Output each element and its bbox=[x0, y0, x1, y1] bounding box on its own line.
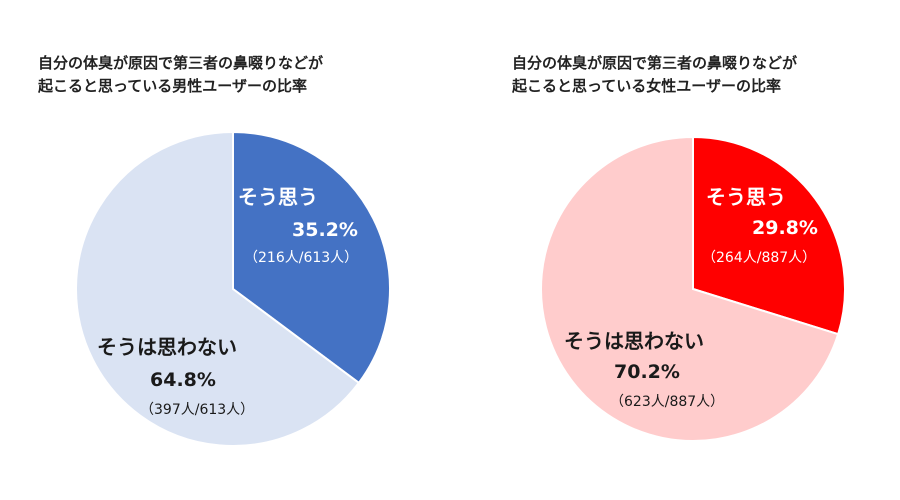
male-slice-1-cnt-label: （397人/613人） bbox=[140, 402, 254, 418]
male-slice-1 bbox=[75, 130, 361, 447]
female-pie-chart: 自分の体臭が原因で第三者の鼻啜りなどが 起こると思っている女性ユーザーの比率 そ… bbox=[450, 0, 900, 500]
female-slice-1 bbox=[540, 135, 840, 442]
male-slice-1-name-label: そうは思わない bbox=[97, 335, 237, 359]
male-pie-chart: 自分の体臭が原因で第三者の鼻啜りなどが 起こると思っている男性ユーザーの比率 そ… bbox=[38, 52, 391, 447]
male-slice-0-name-label: そう思う bbox=[238, 185, 318, 209]
male-slice-0-cnt-label: （216人/613人） bbox=[244, 250, 358, 266]
female-chart-title: 自分の体臭が原因で第三者の鼻啜りなどが 起こると思っている女性ユーザーの比率 bbox=[512, 52, 797, 98]
female-pie-svg: そう思う 29.8% （264人/887人） そうは思わない 70.2% （623人/88… bbox=[540, 135, 846, 442]
female-chart-title-line-2: 起こると思っている女性ユーザーの比率 bbox=[512, 77, 781, 95]
male-slice-1-pct-label: 64.8% bbox=[150, 369, 216, 391]
female-slice-1-pct-label: 70.2% bbox=[614, 361, 680, 383]
female-slice-1-name-label: そうは思わない bbox=[564, 329, 704, 353]
female-slice-0 bbox=[692, 135, 846, 336]
female-slice-0-cnt-label: （264人/887人） bbox=[702, 250, 816, 266]
male-chart-title: 自分の体臭が原因で第三者の鼻啜りなどが 起こると思っている男性ユーザーの比率 bbox=[38, 52, 323, 98]
male-chart-title-line-2: 起こると思っている男性ユーザーの比率 bbox=[38, 77, 307, 95]
female-chart-title-line-1: 自分の体臭が原因で第三者の鼻啜りなどが bbox=[512, 54, 798, 72]
female-slice-0-name-label: そう思う bbox=[706, 185, 786, 209]
female-slice-1-cnt-label: （623人/887人） bbox=[610, 394, 724, 410]
male-pie-svg: そう思う 35.2% （216人/613人） そうは思わない 64.8% （397人/61… bbox=[75, 130, 391, 447]
female-slice-0-pct-label: 29.8% bbox=[752, 217, 818, 239]
male-slice-0 bbox=[232, 130, 391, 385]
male-slice-0-pct-label: 35.2% bbox=[292, 219, 358, 241]
male-chart-title-line-1: 自分の体臭が原因で第三者の鼻啜りなどが bbox=[38, 54, 324, 72]
